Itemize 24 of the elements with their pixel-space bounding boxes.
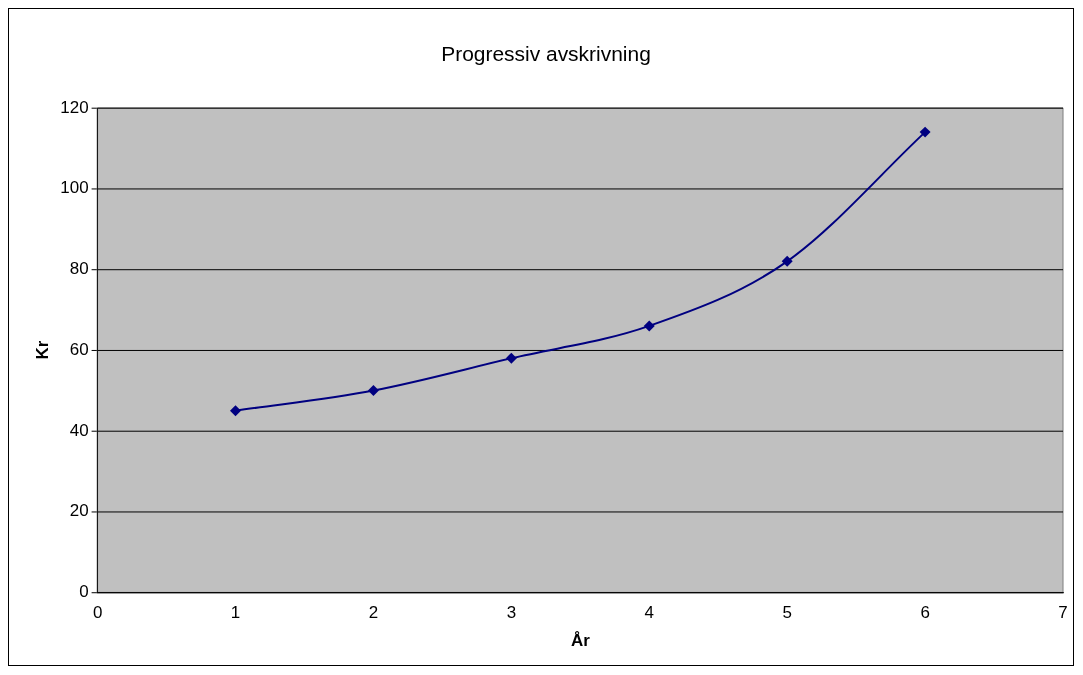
point xyxy=(505,352,517,364)
y-tick-label: 100 xyxy=(60,178,89,198)
x-tick-label: 4 xyxy=(644,603,654,623)
y-tick-label: 0 xyxy=(79,582,89,602)
point xyxy=(919,126,931,138)
x-tick-label: 0 xyxy=(92,603,103,623)
x-tick-label: 7 xyxy=(1058,603,1068,623)
x-tick-label: 3 xyxy=(506,603,517,623)
x-tick-label: 1 xyxy=(230,603,241,623)
point xyxy=(367,385,379,397)
point xyxy=(781,255,793,267)
y-tick-label: 40 xyxy=(69,420,89,440)
y-tick-label: 20 xyxy=(69,501,89,521)
x-tick-label: 2 xyxy=(368,603,379,623)
y-tick-label: 120 xyxy=(60,97,89,117)
chart-title: Progressiv avskrivning xyxy=(441,42,651,66)
x-tick-label: 5 xyxy=(782,603,792,623)
x-tick-label: 6 xyxy=(920,603,930,623)
point xyxy=(643,320,655,332)
y-tick-label: 60 xyxy=(69,339,89,359)
x-axis-title: År xyxy=(570,630,591,650)
y-axis-title: Kr xyxy=(32,340,52,360)
point xyxy=(230,405,241,417)
y-tick-label: 80 xyxy=(69,259,89,279)
